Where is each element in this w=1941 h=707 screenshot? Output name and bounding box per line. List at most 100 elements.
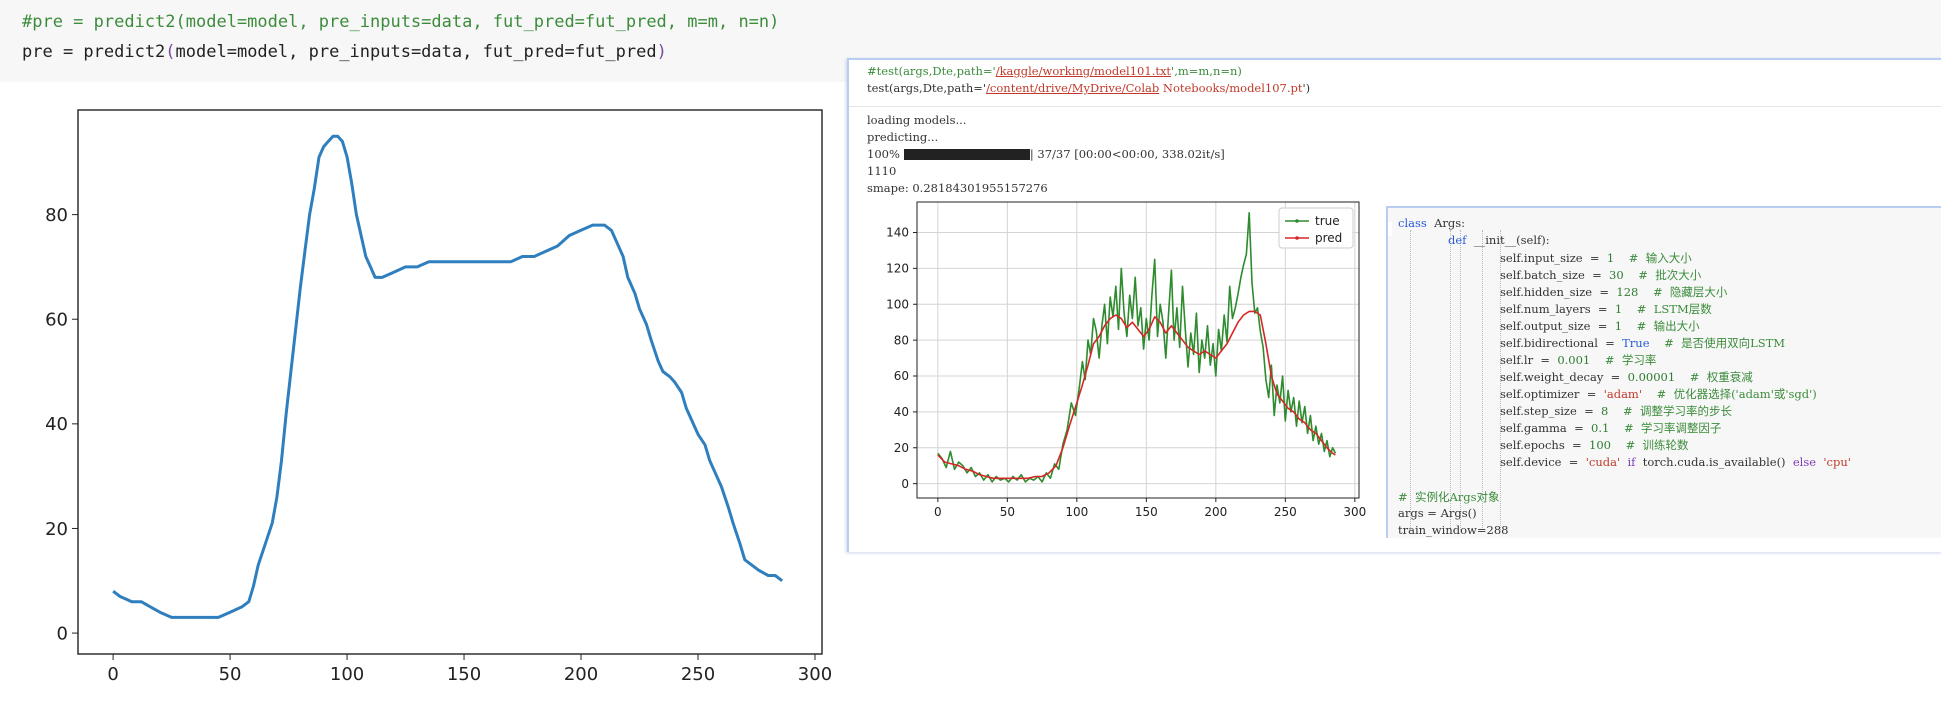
test-call-prefix: test(args,Dte,path=' [867,81,987,95]
y-tick-label: 40 [45,414,68,435]
x-tick-label: 150 [1135,505,1158,519]
field-name: self.bidirectional [1500,336,1598,350]
field-value: 0.00001 [1627,370,1676,384]
if-keyword: if [1627,455,1636,469]
x-tick-label: 100 [1065,505,1088,519]
drive-path-link[interactable]: /content/drive/MyDrive/Colab [986,81,1160,95]
test-call-suffix: ') [1302,81,1311,95]
panel-edge-marker [1388,222,1392,236]
y-tick-label: 60 [894,369,909,383]
x-tick-label: 200 [564,664,598,685]
field-name: self.epochs [1500,438,1565,452]
args-field-line: self.gamma = 0.1 # 学习率调整因子 [1500,420,1721,436]
indent-guide [1410,230,1411,530]
progress-percent: 100% [867,147,900,161]
x-tick-label: 250 [1274,505,1297,519]
init-def-line: def __init__(self): [1448,233,1550,247]
output-loading: loading models... [867,113,967,127]
field-name: self.optimizer [1500,387,1580,401]
field-comment: # LSTM层数 [1622,302,1712,316]
args-field-line: self.epochs = 100 # 训练轮数 [1500,437,1689,453]
legend-marker-pred [1295,236,1299,240]
code-call: pre = predict2 [22,42,166,62]
args-field-line: self.bidirectional = True # 是否使用双向LSTM [1500,335,1785,351]
series-line-pred [937,310,1336,480]
field-comment: # 是否使用双向LSTM [1649,336,1786,350]
field-value: 'adam' [1603,387,1642,401]
x-tick-label: 50 [1000,505,1015,519]
y-tick-label: 140 [886,226,909,240]
args-field-line: self.step_size = 8 # 调整学习率的步长 [1500,403,1732,419]
field-comment: # 权重衰减 [1675,370,1753,384]
cell-output: loading models... predicting... 100% | 37/3… [867,112,1225,197]
kaggle-path-link[interactable]: /kaggle/working/model101.txt [995,64,1172,78]
class-name: Args: [1434,216,1466,230]
output-count: 1110 [867,164,897,178]
x-tick-label: 100 [330,664,364,685]
def-keyword: def [1448,233,1467,247]
else-keyword: else [1792,455,1817,469]
true-vs-pred-chart: 0 50 100 150 200 250 300 0 20 40 60 80 100 120 140 true… [886,201,1366,519]
args-code-panel[interactable]: class Args: def __init__(self): self.inp… [1386,206,1941,538]
device-condition: torch.cuda.is_available() [1642,455,1786,469]
field-assign: = [1576,404,1602,418]
x-tick-label: 0 [934,505,942,519]
progress-bar [903,149,1030,160]
test-comment-suffix: ',m=m,n=n) [1171,64,1242,78]
args-field-line: self.weight_decay = 0.00001 # 权重衰减 [1500,369,1753,385]
device-cuda: 'cuda' [1585,455,1621,469]
field-comment: # 学习率调整因子 [1609,421,1722,435]
device-cpu: 'cpu' [1823,455,1851,469]
field-assign: = [1584,268,1610,282]
x-tick-label: 250 [681,664,715,685]
output-divider [849,106,1941,107]
y-tick-label: 120 [886,262,909,276]
field-value: 8 [1601,404,1609,418]
field-assign: = [1603,370,1628,384]
field-name: self.batch_size [1500,268,1585,282]
field-comment: # 批次大小 [1623,268,1702,282]
code-paren-close: ) [656,42,667,62]
field-name: self.output_size [1500,319,1591,333]
series-line-true [937,212,1337,483]
field-assign: = [1564,438,1589,452]
field-comment: # 训练轮数 [1610,438,1689,452]
test-comment-prefix: #test(args,Dte,path=' [867,64,996,78]
field-value: 1 [1614,302,1623,316]
field-value: 0.1 [1591,421,1610,435]
indent-guide [1482,230,1483,530]
field-name: self.weight_decay [1500,370,1604,384]
field-comment: # 输入大小 [1614,251,1692,265]
field-value: True [1622,336,1650,350]
field-name: self.num_layers [1500,302,1591,316]
args-field-line: self.input_size = 1 # 输入大小 [1500,250,1692,266]
args-field-line: self.output_size = 1 # 输出大小 [1500,318,1700,334]
y-tick-label: 20 [894,441,909,455]
field-assign: = [1566,421,1592,435]
y-tick-label: 100 [886,297,909,311]
code-line-test: test(args,Dte,path='/content/drive/MyDri… [867,81,1310,95]
x-tick-label: 300 [1343,505,1366,519]
y-tick-label: 80 [894,333,909,347]
x-tick-label: 0 [107,664,118,685]
legend-marker-true [1295,219,1299,223]
class-def-line: class Args: [1398,216,1465,230]
x-tick-label: 50 [219,664,242,685]
field-value: 0.001 [1557,353,1591,367]
class-keyword: class [1398,216,1427,230]
field-name: self.step_size [1500,404,1577,418]
args-instantiation: args = Args() [1398,506,1477,520]
field-name: self.lr [1500,353,1534,367]
plot-frame [77,109,823,655]
field-value: 30 [1609,268,1624,282]
field-value: 1 [1614,319,1623,333]
code-line-comment: #pre = predict2(model=model, pre_inputs=… [22,12,780,32]
field-comment: # 输出大小 [1622,319,1700,333]
args-field-line: self.num_layers = 1 # LSTM层数 [1500,301,1712,317]
field-assign: = [1592,285,1617,299]
field-assign: = [1597,336,1623,350]
instantiate-comment: # 实例化Args对象 [1398,490,1500,504]
device-name: self.device [1500,455,1562,469]
args-field-line: self.hidden_size = 128 # 隐藏层大小 [1500,284,1727,300]
y-tick-label: 80 [45,205,68,226]
